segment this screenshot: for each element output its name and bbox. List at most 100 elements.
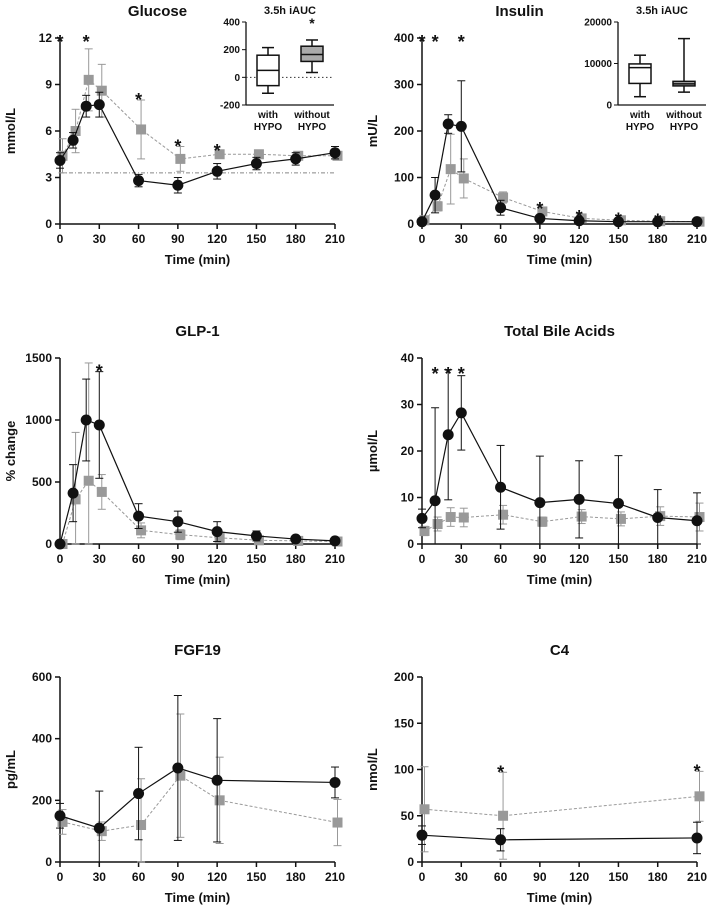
x-tick-label: 150	[608, 232, 628, 246]
significance-star: *	[174, 137, 181, 157]
data-point-circle	[172, 179, 184, 191]
data-point-circle	[652, 216, 664, 228]
y-tick-label: 400	[32, 732, 52, 746]
panel-insulin: Insulin 0 100 200 300 400 0 30 60 90 120 150 180 210 T…	[365, 3, 707, 267]
data-point-circle	[534, 497, 546, 509]
x-tick-label: 120	[569, 232, 589, 246]
significance-star: *	[445, 364, 452, 384]
data-point-circle	[80, 414, 92, 426]
data-point-square	[57, 816, 68, 827]
panel-title: Glucose	[128, 3, 187, 20]
data-point-circle	[612, 216, 624, 228]
x-tick-label: 60	[494, 232, 508, 246]
y-tick-label: 100	[394, 763, 414, 777]
inset-y-tick-label: 20000	[584, 18, 612, 29]
x-tick-label: 150	[608, 870, 628, 884]
panel-title: C4	[550, 642, 570, 659]
y-tick-label: 20	[401, 444, 415, 458]
x-tick-label: 150	[246, 870, 266, 884]
significance-star: *	[432, 364, 439, 384]
x-axis-label: Time (min)	[165, 572, 231, 587]
data-point-square	[498, 810, 509, 821]
data-point-circle	[455, 120, 467, 132]
x-tick-label: 90	[171, 552, 185, 566]
data-point-circle	[329, 147, 341, 159]
inset-y-tick-label: 0	[606, 101, 612, 112]
data-point-square	[253, 149, 264, 160]
x-axis-label: Time (min)	[165, 890, 231, 905]
panel-fgf19: FGF19 0 200 400 600 0 30 60 90 120 150 180 210 Time (…	[3, 642, 345, 905]
significance-star: *	[458, 32, 465, 52]
data-point-circle	[93, 822, 105, 834]
data-point-square	[445, 512, 456, 523]
data-point-square	[432, 201, 443, 212]
panel-title: FGF19	[174, 642, 221, 659]
x-tick-label: 180	[648, 552, 668, 566]
y-axis-label: nmol/L	[365, 748, 380, 791]
panel-title: GLP-1	[175, 323, 219, 340]
x-tick-label: 180	[286, 232, 306, 246]
y-axis-label: µmol/L	[365, 430, 380, 472]
series-line-without-hypo	[62, 480, 338, 545]
data-point-circle	[67, 487, 79, 499]
data-point-circle	[429, 495, 441, 507]
data-point-circle	[133, 510, 145, 522]
data-point-circle	[290, 153, 302, 165]
x-axis-label: Time (min)	[527, 252, 593, 267]
x-tick-label: 30	[93, 552, 107, 566]
significance-star: *	[654, 210, 661, 230]
x-tick-label: 120	[207, 552, 227, 566]
data-point-square	[458, 512, 469, 523]
x-tick-label: 120	[569, 870, 589, 884]
y-tick-label: 200	[394, 670, 414, 684]
inset-title: 3.5h iAUC	[636, 5, 688, 17]
data-point-circle	[250, 530, 262, 542]
y-axis-label: % change	[3, 421, 18, 482]
series-line-with-hypo	[421, 123, 697, 223]
y-tick-label: 10	[401, 491, 415, 505]
y-tick-label: 12	[39, 31, 53, 45]
significance-star: *	[536, 199, 543, 219]
data-point-square	[694, 791, 705, 802]
data-point-square	[96, 85, 107, 96]
y-axis-label: pg/mL	[3, 750, 18, 789]
x-tick-label: 30	[455, 552, 469, 566]
data-point-square	[498, 509, 509, 520]
x-tick-label: 0	[419, 552, 426, 566]
inset-category-label: without	[293, 110, 330, 121]
y-axis-label: mU/L	[365, 115, 380, 148]
data-point-circle	[612, 498, 624, 510]
y-tick-label: 1500	[25, 351, 52, 365]
inset-category-label: HYPO	[626, 122, 655, 133]
data-point-circle	[416, 829, 428, 841]
y-tick-label: 0	[407, 537, 414, 551]
data-point-square	[70, 126, 81, 136]
series-line-without-hypo	[62, 775, 338, 832]
y-tick-label: 40	[401, 351, 415, 365]
y-tick-label: 0	[45, 855, 52, 869]
x-tick-label: 150	[246, 552, 266, 566]
data-point-square	[537, 206, 548, 217]
data-point-circle	[211, 526, 223, 538]
y-tick-label: 3	[45, 171, 52, 185]
x-tick-label: 120	[207, 232, 227, 246]
significance-star: *	[83, 32, 90, 52]
data-point-square	[458, 173, 469, 184]
data-point-square	[136, 124, 147, 135]
x-tick-label: 30	[455, 232, 469, 246]
data-point-circle	[54, 810, 66, 822]
data-point-circle	[495, 202, 507, 214]
x-tick-label: 90	[533, 232, 547, 246]
x-tick-label: 60	[132, 232, 146, 246]
inset-y-tick-label: -200	[220, 101, 240, 112]
data-point-circle	[442, 429, 454, 441]
x-tick-label: 180	[286, 552, 306, 566]
data-point-circle	[455, 407, 467, 419]
x-tick-label: 30	[93, 232, 107, 246]
series-line-with-hypo	[59, 419, 336, 545]
significance-star: *	[497, 762, 504, 782]
data-point-circle	[691, 515, 703, 527]
